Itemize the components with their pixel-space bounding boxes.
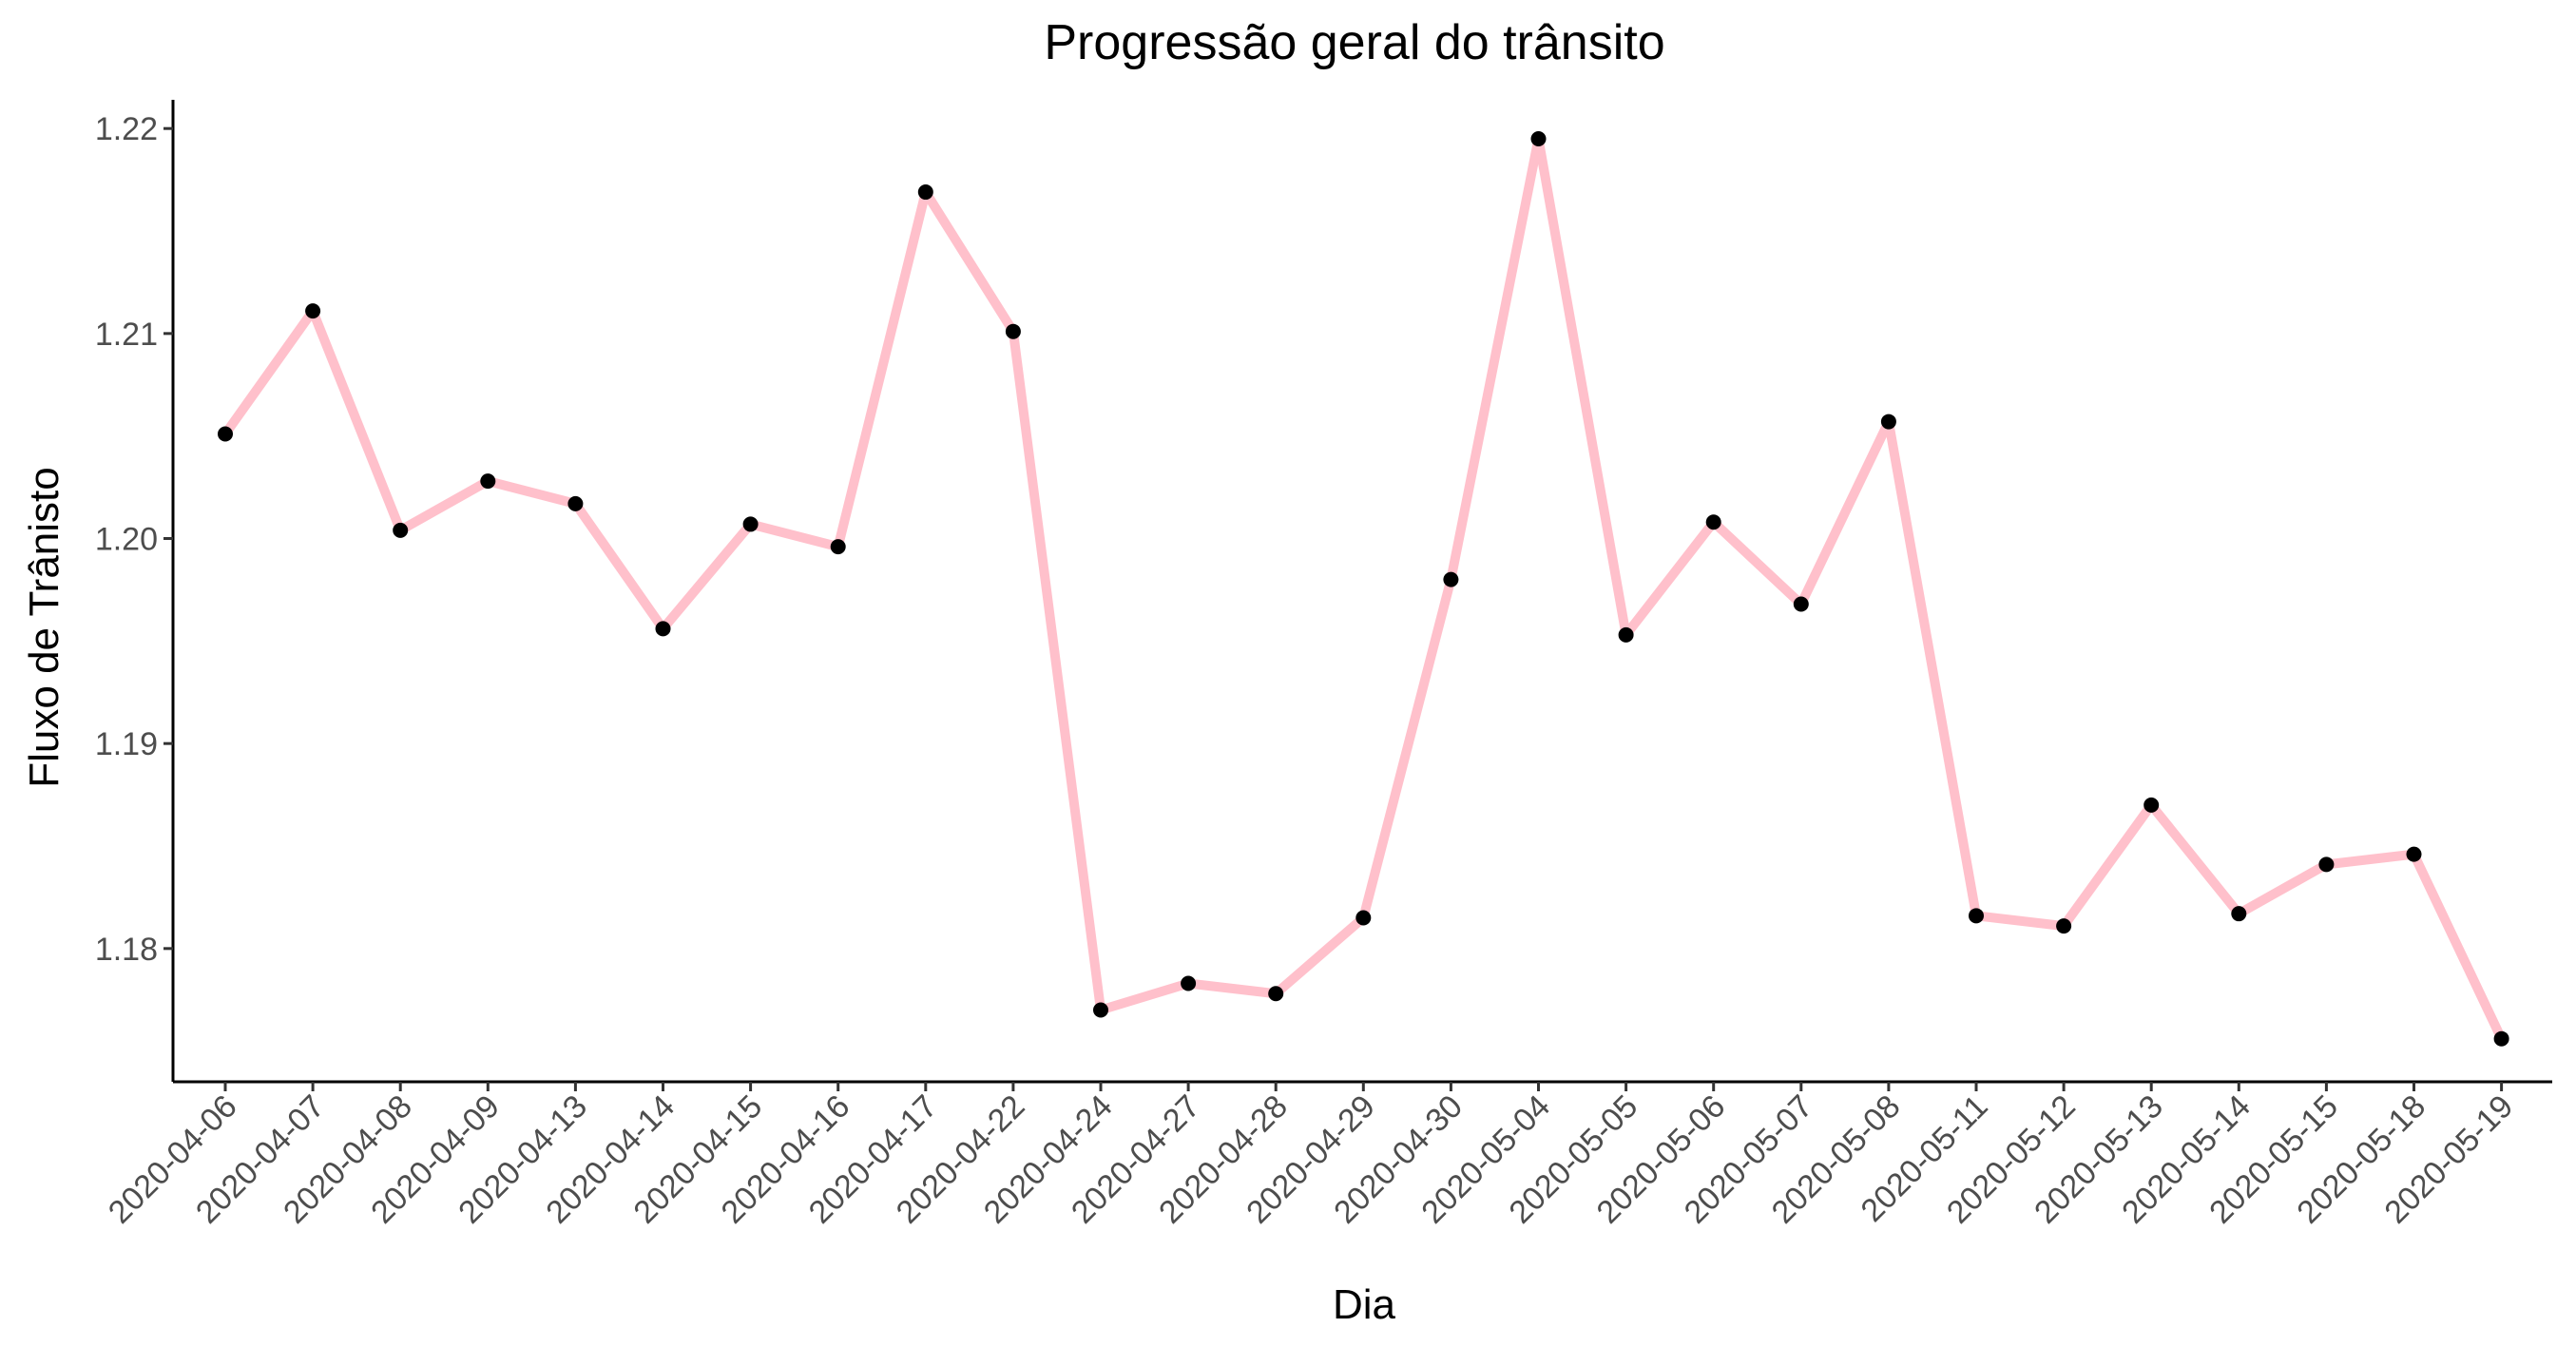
- line-segment: [745, 519, 843, 552]
- data-point: [655, 621, 671, 637]
- data-point: [1268, 986, 1284, 1002]
- line-segment: [221, 306, 318, 439]
- line-segment: [1008, 326, 1105, 1015]
- y-axis-title: Fluxo de Trânisto: [21, 467, 67, 788]
- data-point: [480, 473, 496, 490]
- line-segment: [1446, 133, 1544, 585]
- line-segment: [1271, 913, 1369, 999]
- line-segment: [483, 476, 581, 509]
- x-axis-title: Dia: [1333, 1281, 1396, 1328]
- line-segment: [570, 498, 668, 634]
- data-point: [1705, 514, 1721, 530]
- data-point: [218, 426, 233, 442]
- line-segment: [2409, 849, 2507, 1044]
- line-segment: [1971, 911, 2069, 932]
- data-point: [2318, 856, 2335, 873]
- line-segment: [308, 306, 406, 535]
- data-point: [2143, 797, 2160, 813]
- axes: [171, 100, 2552, 1084]
- y-tick-label: 1.18: [95, 932, 158, 968]
- line-segment: [1533, 133, 1631, 640]
- line-segment: [2321, 849, 2419, 870]
- data-point: [305, 303, 321, 319]
- y-tick-label: 1.19: [95, 726, 158, 762]
- series-lines: [221, 133, 2507, 1044]
- data-point: [1005, 323, 1021, 339]
- data-point: [742, 516, 759, 532]
- data-point: [567, 495, 584, 511]
- line-segment: [1796, 416, 1894, 609]
- line-segment: [2059, 799, 2157, 932]
- data-point: [2493, 1030, 2509, 1047]
- chart-title: Progressão geral do trânsito: [1044, 15, 1664, 70]
- data-point: [393, 522, 409, 538]
- data-point: [1793, 596, 1809, 612]
- data-point: [2406, 846, 2422, 862]
- y-tick-label: 1.22: [95, 111, 158, 147]
- data-point: [2231, 906, 2247, 922]
- data-point: [2056, 918, 2072, 934]
- line-segment: [2146, 799, 2244, 919]
- data-point: [1880, 414, 1896, 430]
- data-point: [1618, 626, 1634, 643]
- line-segment: [1708, 517, 1806, 609]
- line-segment: [1883, 416, 1981, 921]
- line-segment: [395, 476, 493, 535]
- y-tick-label: 1.21: [95, 317, 158, 353]
- line-segment: [1621, 517, 1719, 640]
- line-segment: [2234, 859, 2332, 919]
- data-point: [1969, 908, 1984, 924]
- data-point: [1443, 571, 1459, 587]
- x-ticks: 2020-04-062020-04-072020-04-082020-04-09…: [102, 1082, 2520, 1231]
- series-points: [218, 130, 2509, 1047]
- data-point: [1530, 130, 1547, 146]
- line-segment: [1183, 978, 1281, 999]
- line-segment: [833, 187, 931, 552]
- line-segment: [920, 187, 1018, 337]
- data-point: [1181, 975, 1197, 991]
- y-ticks: 1.18 1.19 1.20 1.21 1.22: [95, 111, 173, 968]
- line-segment: [658, 519, 756, 634]
- data-point: [1093, 1002, 1108, 1018]
- line-segment: [1358, 574, 1456, 923]
- data-point: [1355, 910, 1372, 926]
- data-point: [917, 184, 933, 201]
- line-segment: [1096, 978, 1194, 1015]
- data-point: [830, 539, 846, 555]
- y-tick-label: 1.20: [95, 522, 158, 558]
